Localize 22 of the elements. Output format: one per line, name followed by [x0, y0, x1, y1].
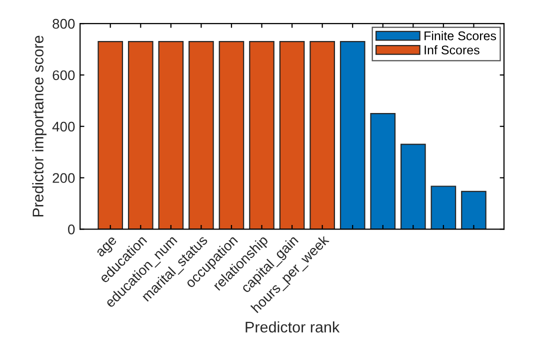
- bar: [340, 41, 366, 230]
- bar: [128, 41, 154, 230]
- y-tick-label: 800: [52, 18, 75, 29]
- x-axis-title: Predictor rank: [246, 321, 340, 333]
- y-tick-label: 200: [52, 173, 75, 183]
- bar: [249, 41, 274, 230]
- bar: [279, 41, 305, 230]
- y-tick-label: 400: [52, 122, 75, 132]
- bar: [188, 41, 214, 230]
- bar: [98, 41, 124, 230]
- y-tick-label: 0: [68, 224, 75, 234]
- bar: [461, 190, 486, 230]
- y-axis-title: Predictor importance score: [32, 36, 46, 216]
- bar: [400, 144, 426, 230]
- legend-label: Finite Scores: [424, 31, 496, 40]
- bar: [158, 41, 184, 230]
- y-tick-label: 600: [52, 70, 75, 80]
- bar: [370, 112, 396, 230]
- legend-label: Inf Scores: [424, 45, 480, 54]
- bar: [430, 186, 456, 230]
- bar: [218, 41, 244, 230]
- bar: [310, 41, 335, 230]
